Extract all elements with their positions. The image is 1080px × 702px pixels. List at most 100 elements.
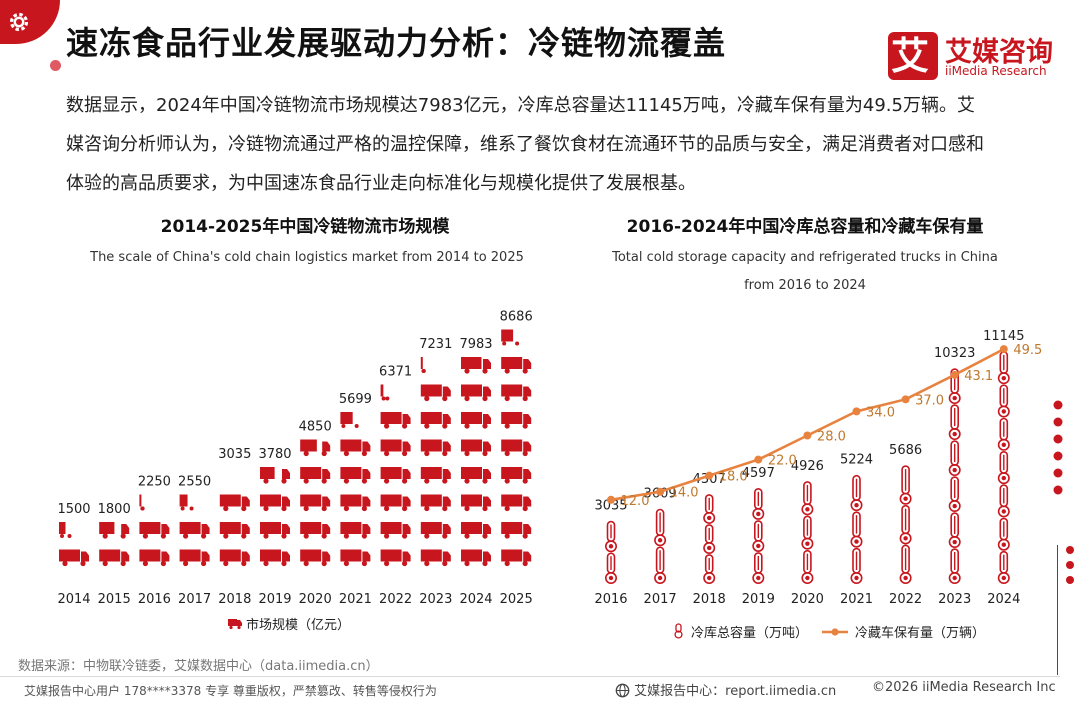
- bar-2024: [461, 357, 491, 567]
- data-label-2024: 7983: [459, 337, 492, 352]
- bar-2025: [501, 329, 532, 567]
- decor-dots-bottom: [1066, 546, 1074, 584]
- x-tick-2025: 2025: [500, 592, 533, 607]
- chart-subtitle-line2: from 2016 to 2024: [744, 278, 866, 293]
- line-label-2023: 43.1: [964, 369, 993, 384]
- thermo-bar-2021: [850, 474, 863, 584]
- market-scale-chart: 2014-2025年中国冷链物流市场规模 The scale of China's…: [57, 216, 533, 633]
- bar-2014: [59, 522, 89, 567]
- x-tick-2024: 2024: [459, 592, 492, 607]
- data-label-2023: 7231: [419, 337, 452, 352]
- footer-divider: [0, 676, 1060, 677]
- legend-thermo-icon: [674, 623, 683, 639]
- legend: 市场规模（亿元）: [228, 617, 350, 633]
- bar-label-2023: 10323: [934, 346, 975, 361]
- bar-2019: [260, 467, 290, 567]
- line-point-2019: [754, 455, 763, 464]
- thermo-bar-2022: [899, 465, 912, 584]
- data-label-2016: 2250: [138, 475, 171, 490]
- legend-truck-icon: [228, 619, 242, 630]
- logo-name: 艾媒咨询: [945, 37, 1053, 68]
- bar-2017: [179, 494, 210, 567]
- bar-2016: [139, 494, 170, 567]
- decor-dots: [1053, 400, 1074, 584]
- bar-2022: [380, 384, 411, 567]
- data-source: 数据来源：中物联冷链委，艾媒数据中心（data.iimedia.cn）: [18, 659, 379, 674]
- x-tick-2024: 2024: [987, 592, 1020, 607]
- chart-title: 2014-2025年中国冷链物流市场规模: [161, 216, 451, 237]
- data-label-2018: 3035: [218, 447, 251, 462]
- decor-line: [1057, 545, 1058, 675]
- thermo-bar-2024: [997, 351, 1010, 584]
- line-point-2017: [656, 487, 665, 496]
- intro-paragraph: 数据显示，2024年中国冷链物流市场规模达7983亿元，冷库总容量达11145万…: [66, 95, 984, 194]
- thermo-bar-2020: [801, 481, 814, 584]
- line-point-2016: [607, 495, 615, 504]
- truck-line: [610, 347, 1005, 502]
- x-tick-2023: 2023: [419, 592, 452, 607]
- corner-badge: [0, 0, 60, 44]
- x-tick-2022: 2022: [889, 592, 922, 607]
- chart-subtitle: Total cold storage capacity and refriger…: [611, 250, 998, 265]
- decor-dots-top: [1053, 400, 1063, 495]
- line-point-2022: [901, 395, 910, 404]
- footer-report-link[interactable]: 艾媒报告中心：report.iimedia.cn: [615, 680, 836, 699]
- bar-2015: [99, 522, 130, 567]
- footer-copyright-notice: 艾媒报告中心用户 178****3378 专享 尊重版权，严禁篡改、转售等侵权行…: [24, 684, 437, 698]
- line-label-2020: 28.0: [817, 429, 846, 444]
- bar-label-2021: 5224: [840, 453, 873, 468]
- line-point-2018: [705, 471, 714, 480]
- logo-glyph: 艾: [891, 34, 930, 78]
- chart-title: 2016-2024年中国冷库总容量和冷藏车保有量: [627, 216, 984, 237]
- x-tick-2015: 2015: [98, 592, 131, 607]
- decor-dot: [50, 60, 61, 71]
- line-point-2023: [950, 370, 959, 379]
- logo-mark: 艾: [888, 32, 938, 80]
- bar-label-2019: 4597: [742, 466, 775, 481]
- bar-label-2020: 4926: [791, 459, 824, 474]
- legend: 冷库总容量（万吨） 冷藏车保有量（万辆）: [674, 623, 985, 641]
- line-point-2024: [999, 345, 1008, 354]
- chart-subtitle: The scale of China's cold chain logistic…: [89, 250, 524, 265]
- x-tick-2019: 2019: [258, 592, 291, 607]
- footer-report-text[interactable]: 艾媒报告中心：report.iimedia.cn: [634, 684, 837, 699]
- legend-line-label: 冷藏车保有量（万辆）: [855, 625, 985, 641]
- globe-icon: [615, 683, 630, 698]
- footer-brand: ©2026 iiMedia Research Inc: [872, 680, 1056, 695]
- line-label-2017: 14.0: [670, 486, 699, 501]
- x-tick-2022: 2022: [379, 592, 412, 607]
- bar-2018: [219, 494, 250, 567]
- bar-2021: [340, 412, 371, 567]
- bar-2020: [300, 439, 331, 567]
- data-label-2025: 8686: [500, 310, 533, 325]
- bar-label-2016: 3035: [594, 499, 627, 514]
- data-label-2019: 3780: [258, 447, 291, 462]
- x-tick-2019: 2019: [742, 592, 775, 607]
- x-tick-2020: 2020: [791, 592, 824, 607]
- gear-icon: [9, 12, 29, 32]
- line-label-2024: 49.5: [1013, 343, 1042, 358]
- data-label-2022: 6371: [379, 365, 412, 380]
- x-tick-2023: 2023: [938, 592, 971, 607]
- thermo-bar-2023: [948, 368, 961, 584]
- data-label-2014: 1500: [57, 502, 90, 517]
- legend-line-icon: [822, 628, 848, 636]
- thermo-bar-2017: [654, 508, 667, 584]
- line-label-2019: 22.0: [768, 454, 797, 469]
- line-point-2021: [852, 407, 861, 416]
- x-tick-2021: 2021: [339, 592, 372, 607]
- line-label-2016: 12.0: [621, 494, 650, 509]
- line-label-2022: 37.0: [915, 393, 944, 408]
- x-tick-2018: 2018: [693, 592, 726, 607]
- logo-en: iiMedia Research: [945, 64, 1047, 78]
- x-tick-2017: 2017: [644, 592, 677, 607]
- thermo-bar-2018: [703, 494, 716, 584]
- x-tick-2020: 2020: [299, 592, 332, 607]
- bar-label-2022: 5686: [889, 443, 922, 458]
- line-label-2018: 18.0: [719, 470, 748, 485]
- x-tick-2017: 2017: [178, 592, 211, 607]
- x-tick-2021: 2021: [840, 592, 873, 607]
- x-tick-2018: 2018: [218, 592, 251, 607]
- line-label-2021: 34.0: [866, 405, 895, 420]
- data-label-2017: 2550: [178, 475, 211, 490]
